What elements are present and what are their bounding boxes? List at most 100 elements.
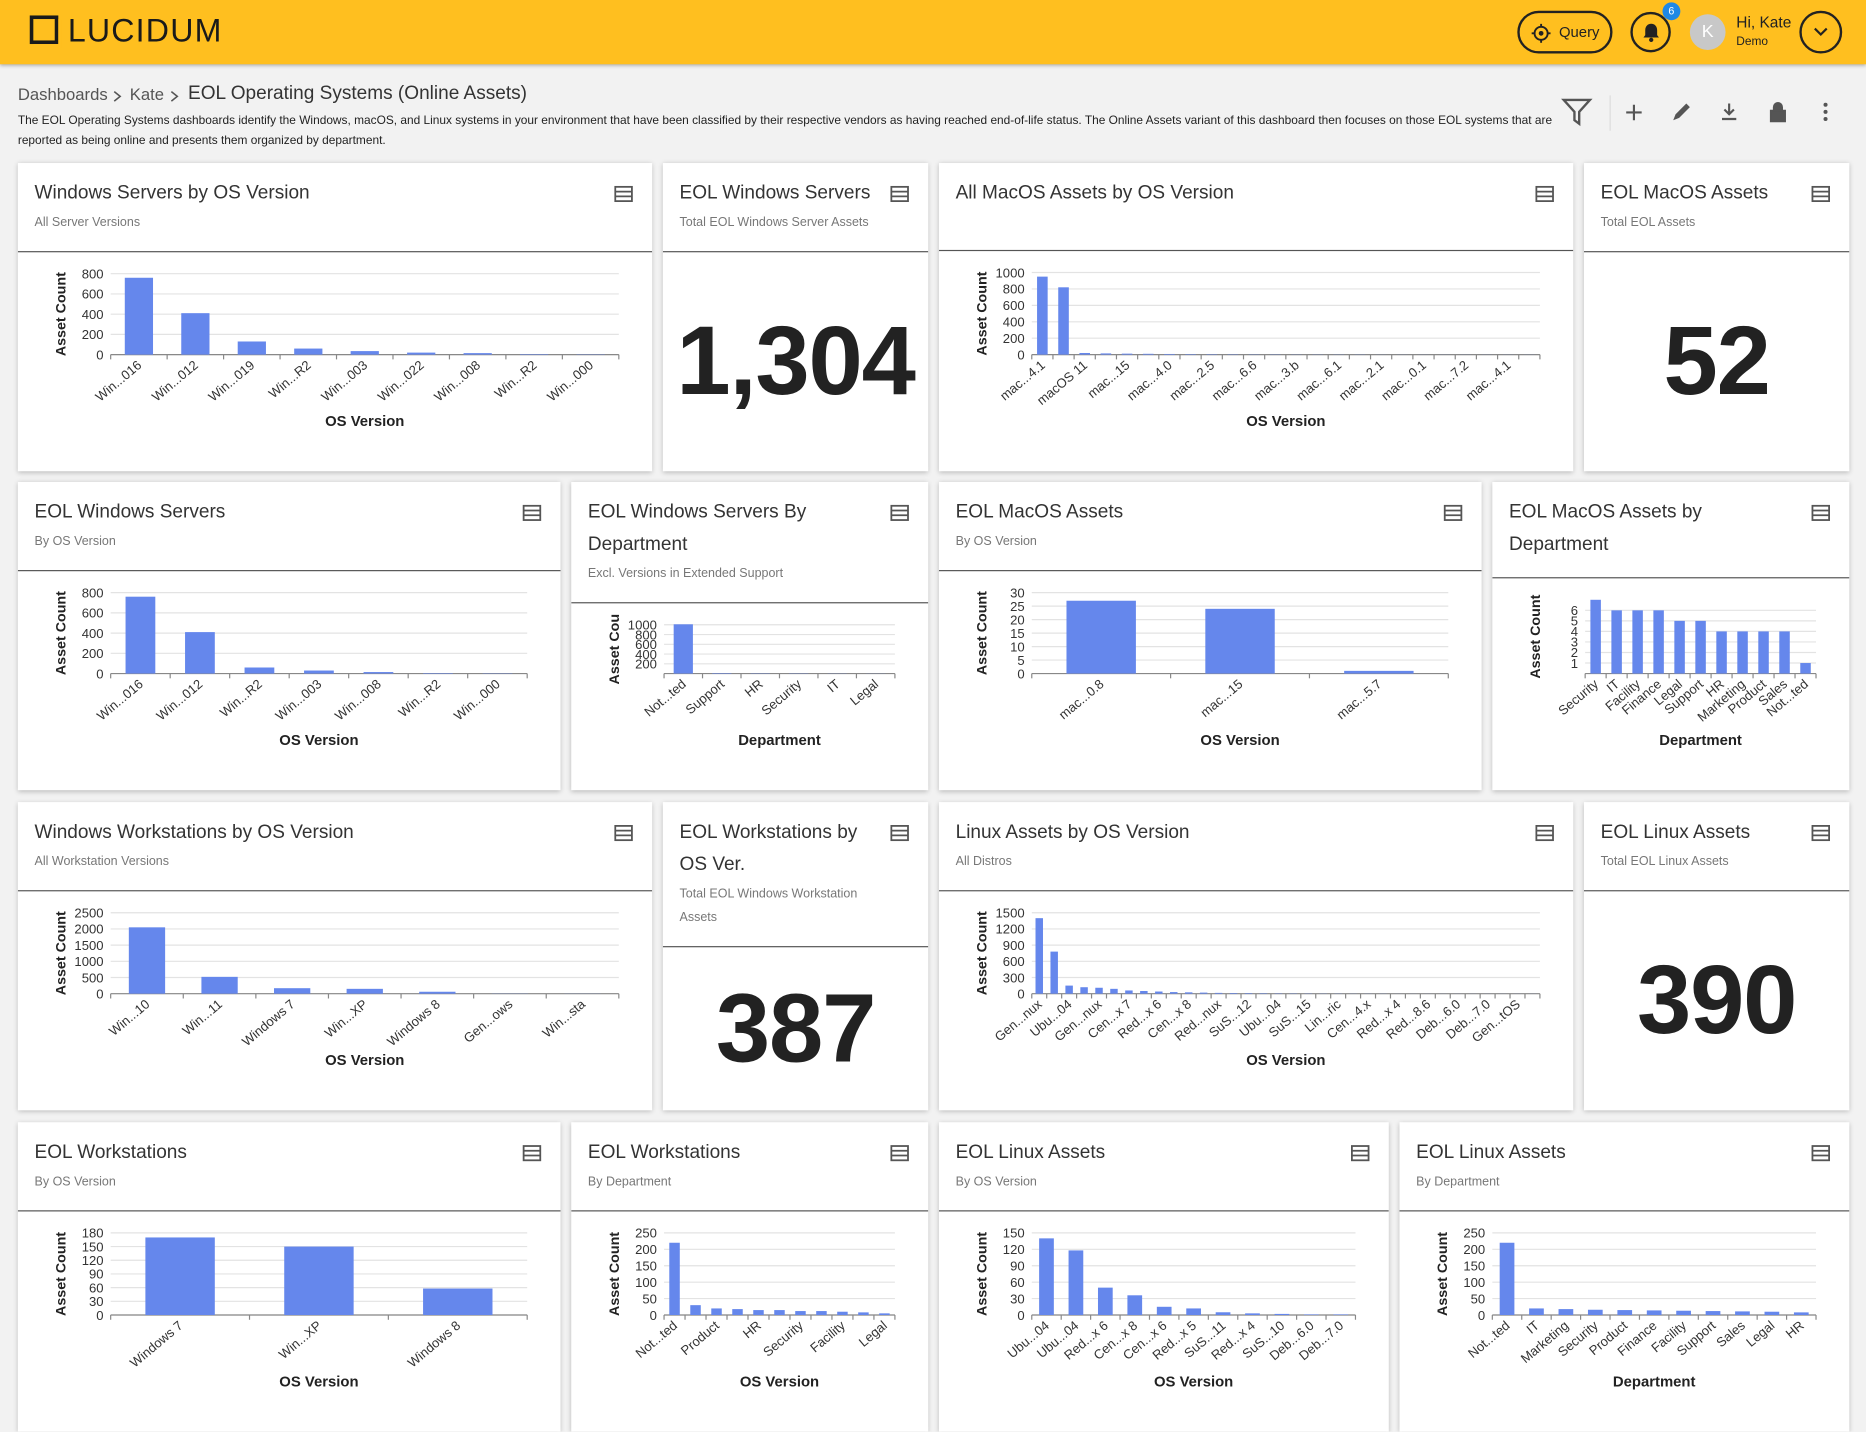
- menu-icon: [1812, 1149, 1830, 1157]
- filter-button[interactable]: [1561, 98, 1593, 127]
- y-tick-label: 400: [82, 307, 104, 322]
- y-tick-label: 2000: [74, 922, 103, 937]
- widget-card: EOL MacOS Assets Total EOL Assets 52: [1583, 163, 1850, 472]
- y-tick-label: 60: [89, 1280, 104, 1295]
- widget-card: EOL MacOS Assets By OS Version 0 5 10 15 20 25 3…: [938, 481, 1482, 791]
- bar: [1793, 1312, 1809, 1316]
- bar: [346, 988, 383, 994]
- x-tick-label: mac...4.1: [1463, 357, 1514, 403]
- y-tick-label: 200: [1003, 331, 1025, 346]
- menu-icon: [1812, 829, 1830, 837]
- widget-subtitle: Total EOL Assets: [1600, 215, 1696, 230]
- bar: [732, 1309, 743, 1316]
- y-tick-label: 2500: [74, 906, 103, 921]
- bar: [294, 348, 323, 355]
- widget-menu[interactable]: [1535, 185, 1554, 203]
- kpi-value: 390: [1637, 946, 1797, 1055]
- widget-header: EOL Linux Assets By Department: [1399, 1122, 1850, 1212]
- bell-icon: [1643, 23, 1659, 43]
- x-tick-label: Windows 7: [239, 996, 298, 1049]
- widget-header: EOL MacOS Assets Total EOL Assets: [1583, 163, 1850, 253]
- y-tick-label: 800: [1003, 282, 1025, 297]
- x-tick-label: Win...R2: [217, 676, 265, 720]
- widget-menu[interactable]: [1811, 185, 1830, 203]
- bar: [181, 313, 210, 355]
- avatar[interactable]: K: [1689, 14, 1726, 50]
- bar: [1214, 992, 1223, 994]
- y-tick-label: 100: [635, 1275, 657, 1290]
- widget-subtitle: All Server Versions: [34, 215, 141, 230]
- y-tick-label: 150: [1003, 1226, 1025, 1241]
- more-button[interactable]: [1823, 102, 1828, 122]
- widget-menu[interactable]: [614, 825, 633, 842]
- widget-header: EOL Windows Servers Total EOL Windows Ser…: [662, 163, 929, 253]
- menu-icon: [1536, 829, 1554, 837]
- bar: [837, 1311, 848, 1316]
- x-axis-label: OS Version: [1200, 733, 1279, 749]
- x-tick-label: Win...003: [318, 357, 370, 404]
- y-tick-label: 1: [1571, 656, 1578, 671]
- x-tick-label: Win...008: [332, 676, 384, 723]
- bar: [1080, 987, 1088, 994]
- menu-icon: [1443, 504, 1463, 521]
- y-tick-label: 200: [635, 1242, 657, 1257]
- x-tick-label: Win...008: [431, 357, 483, 404]
- x-tick-label: Security: [1555, 676, 1601, 718]
- add-button[interactable]: [1626, 104, 1642, 121]
- user-menu-button[interactable]: [1799, 10, 1843, 54]
- breadcrumb-link[interactable]: Dashboards: [17, 84, 108, 104]
- y-tick-label: 0: [1017, 666, 1024, 681]
- download-button[interactable]: [1722, 103, 1737, 121]
- bar: [1737, 631, 1748, 674]
- x-tick-label: mac...0.1: [1378, 357, 1429, 403]
- widget-menu[interactable]: [1351, 1145, 1370, 1162]
- bar: [128, 927, 166, 994]
- menu-icon: [1536, 190, 1554, 198]
- y-tick-label: 10: [1010, 639, 1025, 654]
- widget-menu[interactable]: [614, 185, 633, 203]
- y-tick-label: 800: [635, 627, 657, 642]
- breadcrumb-link[interactable]: Kate: [129, 84, 165, 104]
- widget-menu[interactable]: [1811, 1145, 1830, 1162]
- widget-menu[interactable]: [1443, 504, 1463, 522]
- notifications-button[interactable]: [1630, 11, 1671, 53]
- bar: [1676, 1310, 1691, 1316]
- widget-menu[interactable]: [1535, 825, 1554, 842]
- widget-subtitle: By OS Version: [955, 534, 1037, 549]
- bar: [1110, 988, 1118, 994]
- kpi-value: 1,304: [676, 307, 915, 416]
- y-axis-label: Asset Count: [975, 591, 991, 675]
- widget-title: EOL MacOS Assets: [1600, 183, 1769, 204]
- widget-menu[interactable]: [522, 1145, 542, 1162]
- logo-gap: [33, 19, 62, 48]
- widget-header: EOL Windows Servers By Department Excl. V…: [571, 482, 929, 604]
- bar: [1186, 1308, 1201, 1316]
- notification-badge: 6: [1662, 2, 1681, 21]
- widget-title: EOL Windows Servers: [34, 502, 226, 523]
- x-axis-label: OS Version: [1246, 1053, 1325, 1069]
- widget-menu[interactable]: [522, 504, 542, 522]
- bar: [1611, 610, 1622, 674]
- widget-menu[interactable]: [890, 825, 909, 842]
- widget-menu[interactable]: [1811, 504, 1830, 522]
- x-tick-label: Win...012: [153, 676, 205, 723]
- x-tick-label: IT: [824, 676, 843, 695]
- x-tick-label: mac...4.0: [1124, 357, 1175, 403]
- widget-title: EOL Workstations by OS Ver.: [679, 822, 858, 875]
- query-button[interactable]: Query: [1517, 10, 1613, 54]
- widget-menu[interactable]: [890, 504, 909, 522]
- y-tick-label: 5: [1571, 614, 1578, 629]
- widget-menu[interactable]: [1811, 825, 1830, 842]
- bar: [520, 354, 549, 355]
- widget-menu[interactable]: [890, 185, 909, 203]
- edit-button[interactable]: [1673, 103, 1690, 121]
- lock-button[interactable]: [1769, 102, 1786, 123]
- bar: [1587, 1309, 1603, 1316]
- y-tick-label: 90: [1010, 1258, 1025, 1273]
- widget-card: EOL MacOS Assets by Department 1 2 3 4 5 6 Secu…: [1492, 481, 1850, 791]
- widget-menu[interactable]: [890, 1145, 909, 1162]
- bar: [145, 1237, 215, 1316]
